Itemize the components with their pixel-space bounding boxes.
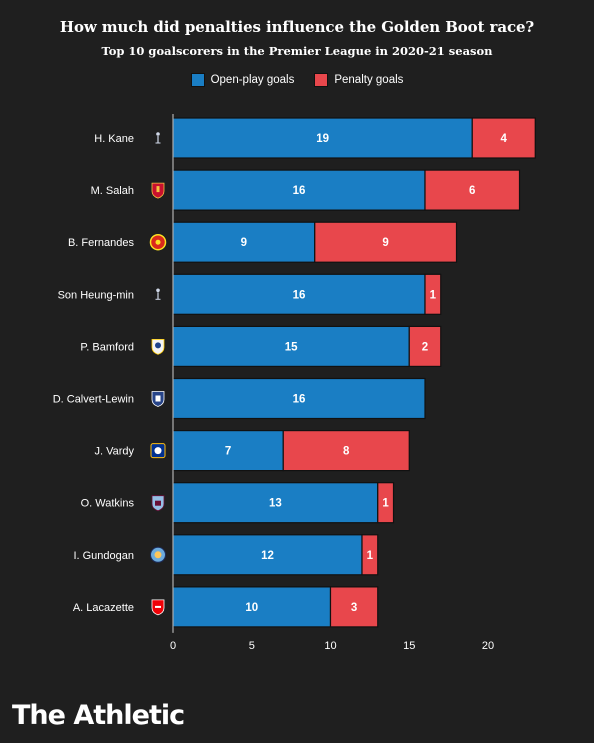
brand-logo: The Athletic — [12, 700, 185, 731]
data-label-open-play: 10 — [245, 602, 258, 614]
bar-penalty — [314, 221, 458, 263]
player-label: M. Salah — [91, 185, 134, 197]
legend-swatch-open-play — [190, 73, 205, 87]
legend-swatch-penalty — [314, 73, 329, 87]
bar-open-play — [172, 117, 473, 159]
data-label-penalty: 2 — [422, 341, 428, 353]
bar-penalty — [377, 482, 395, 524]
player-label: O. Watkins — [81, 498, 135, 510]
spurs-crest-icon — [155, 288, 161, 300]
data-label-penalty: 1 — [367, 550, 374, 562]
x-tick-label: 20 — [482, 640, 494, 652]
bar-penalty — [424, 273, 442, 315]
player-label: H. Kane — [94, 133, 134, 145]
x-tick-label: 0 — [170, 640, 176, 652]
leicester-crest-icon — [150, 443, 166, 459]
aston-villa-crest-icon — [151, 495, 165, 512]
liverpool-crest-icon — [151, 182, 165, 199]
player-label: B. Fernandes — [68, 237, 135, 249]
data-label-penalty: 1 — [430, 289, 437, 301]
data-label-penalty: 9 — [382, 237, 388, 249]
legend-label-penalty: Penalty goals — [334, 74, 404, 86]
bar-penalty — [408, 325, 442, 367]
arsenal-crest-icon — [151, 599, 165, 616]
data-label-penalty: 3 — [351, 602, 357, 614]
x-tick-label: 10 — [324, 640, 336, 652]
bar-penalty — [329, 586, 379, 628]
legend-item-open-play: Open-play goals — [190, 73, 295, 87]
data-label-open-play: 19 — [316, 133, 329, 145]
data-label-open-play: 12 — [261, 550, 274, 562]
bar-open-play — [172, 377, 426, 420]
data-label-open-play: 15 — [285, 341, 298, 353]
bar-penalty — [361, 534, 379, 576]
player-label: A. Lacazette — [73, 602, 134, 614]
legend: Open-play goals Penalty goals — [0, 73, 594, 87]
legend-label-open-play: Open-play goals — [210, 74, 295, 86]
chart-title: How much did penalties influence the Gol… — [59, 18, 535, 36]
data-label-penalty: 4 — [501, 133, 508, 145]
data-label-penalty: 6 — [469, 185, 475, 197]
chart-subtitle: Top 10 goalscorers in the Premier League… — [101, 44, 493, 58]
x-tick-label: 15 — [403, 640, 415, 652]
player-label: P. Bamford — [80, 341, 134, 353]
bar-penalty — [282, 430, 410, 472]
data-label-open-play: 7 — [225, 446, 231, 458]
player-label: D. Calvert-Lewin — [53, 394, 134, 406]
everton-crest-icon — [151, 391, 165, 407]
bar-penalty — [471, 117, 536, 159]
data-label-open-play: 16 — [293, 185, 306, 197]
man-city-crest-icon — [150, 546, 166, 563]
data-label-open-play: 13 — [269, 498, 282, 510]
data-label-open-play: 9 — [241, 237, 247, 249]
bar-open-play — [172, 325, 410, 367]
data-label-open-play: 16 — [293, 289, 306, 301]
legend-item-penalty: Penalty goals — [314, 73, 403, 87]
spurs-crest-icon — [155, 132, 161, 144]
data-label-open-play: 16 — [293, 394, 306, 406]
man-utd-crest-icon — [149, 233, 167, 251]
leeds-crest-icon — [151, 339, 165, 355]
player-label: I. Gundogan — [73, 550, 134, 562]
player-label: Son Heung-min — [58, 289, 134, 301]
x-tick-label: 5 — [249, 640, 255, 652]
data-label-penalty: 8 — [343, 446, 350, 458]
player-label: J. Vardy — [94, 446, 134, 458]
data-label-penalty: 1 — [382, 498, 389, 510]
bar-penalty — [424, 169, 521, 211]
